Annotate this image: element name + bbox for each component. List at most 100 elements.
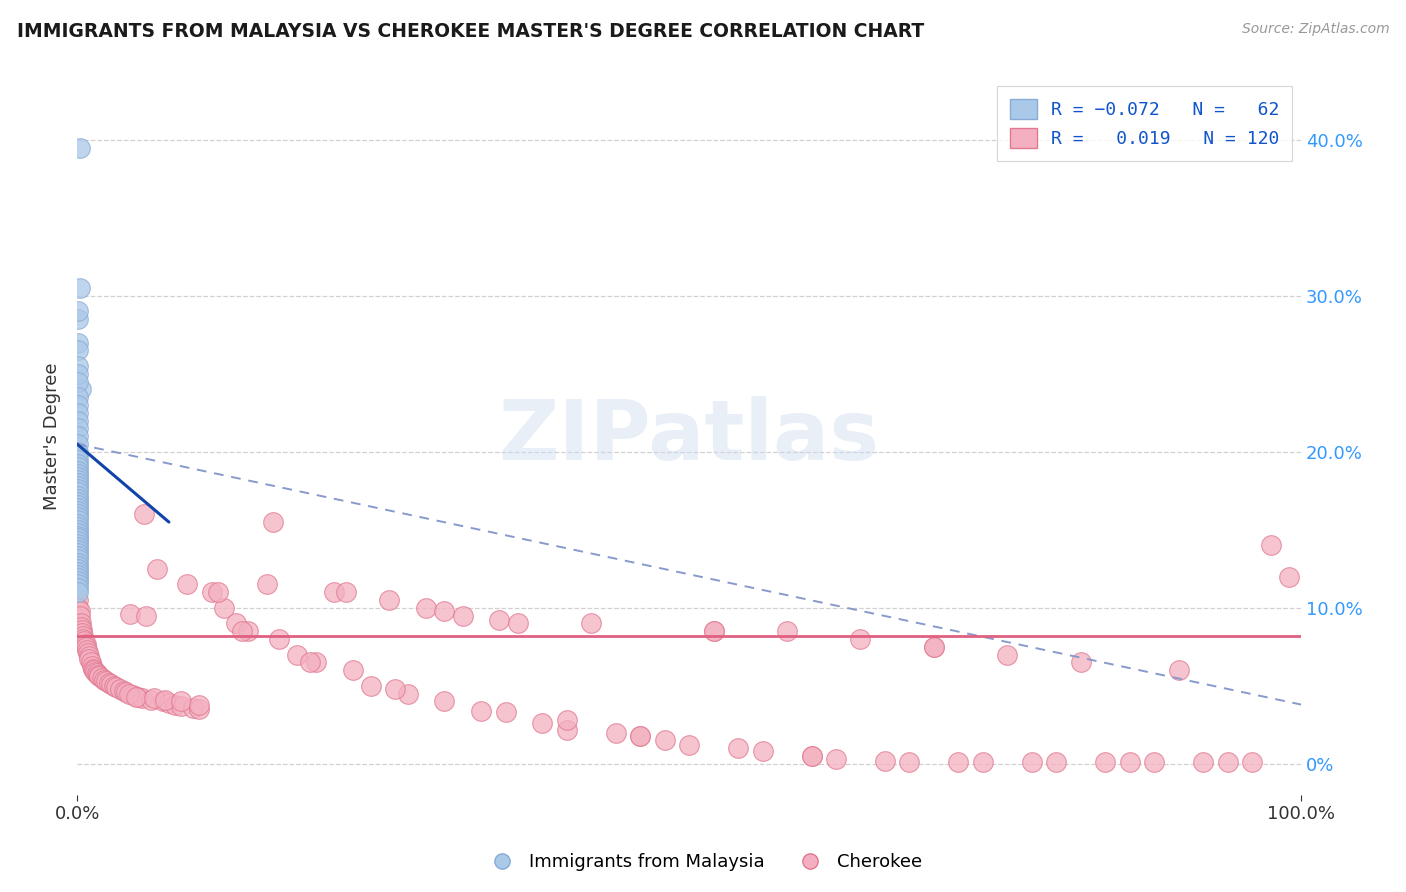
Point <box>67 489 90 503</box>
Point <box>170 699 193 714</box>
Point <box>67 562 90 576</box>
Point <box>654 733 676 747</box>
Point <box>103 679 125 693</box>
Point <box>67 390 90 404</box>
Point <box>67 495 90 509</box>
Point <box>849 632 872 646</box>
Point <box>67 398 90 412</box>
Point <box>93 673 115 687</box>
Point <box>67 523 90 537</box>
Point <box>80 658 103 673</box>
Point <box>323 585 346 599</box>
Point <box>69 383 91 397</box>
Point <box>262 515 284 529</box>
Point <box>67 533 90 548</box>
Point <box>76 643 98 657</box>
Point <box>67 593 90 607</box>
Point <box>69 604 91 618</box>
Point <box>67 343 90 358</box>
Point <box>1192 756 1215 770</box>
Point <box>1045 756 1067 770</box>
Point <box>77 646 100 660</box>
Point <box>776 624 799 639</box>
Point <box>112 683 135 698</box>
Point <box>751 744 773 758</box>
Point <box>67 491 90 506</box>
Point <box>433 694 456 708</box>
Point <box>335 585 357 599</box>
Point <box>67 526 90 541</box>
Point <box>83 663 105 677</box>
Point <box>67 304 90 318</box>
Point <box>922 640 945 654</box>
Point <box>69 141 91 155</box>
Point <box>96 674 118 689</box>
Point <box>67 531 90 545</box>
Point <box>69 608 91 623</box>
Point <box>163 698 186 712</box>
Point <box>995 648 1018 662</box>
Point <box>157 696 180 710</box>
Point <box>225 616 247 631</box>
Point <box>135 608 157 623</box>
Point <box>125 690 148 704</box>
Point <box>67 556 90 570</box>
Point <box>108 681 131 696</box>
Point <box>628 729 651 743</box>
Point <box>67 312 90 326</box>
Point <box>72 629 94 643</box>
Point <box>105 681 128 695</box>
Point <box>143 691 166 706</box>
Point <box>155 693 177 707</box>
Point <box>451 608 474 623</box>
Point <box>79 649 101 664</box>
Point <box>305 656 328 670</box>
Point <box>415 600 437 615</box>
Point <box>188 702 211 716</box>
Point <box>67 568 90 582</box>
Point <box>212 600 235 615</box>
Point <box>67 574 90 589</box>
Point <box>972 756 994 770</box>
Point <box>67 581 90 595</box>
Point <box>134 508 156 522</box>
Point <box>1167 663 1189 677</box>
Point <box>67 510 90 524</box>
Point <box>1216 756 1239 770</box>
Point <box>67 546 90 560</box>
Point <box>67 585 90 599</box>
Point <box>67 375 90 389</box>
Point <box>75 640 97 654</box>
Point <box>67 479 90 493</box>
Point <box>67 540 90 554</box>
Point <box>298 656 321 670</box>
Point <box>188 698 211 712</box>
Point <box>152 694 174 708</box>
Point <box>118 607 141 621</box>
Point <box>628 729 651 743</box>
Point <box>256 577 278 591</box>
Point <box>1070 656 1092 670</box>
Point <box>67 414 90 428</box>
Point <box>555 713 578 727</box>
Point <box>70 625 93 640</box>
Point <box>342 663 364 677</box>
Point <box>238 624 260 639</box>
Point <box>122 688 145 702</box>
Point <box>70 623 93 637</box>
Point <box>67 558 90 573</box>
Point <box>75 637 97 651</box>
Point <box>231 624 253 639</box>
Point <box>267 632 290 646</box>
Point <box>86 666 108 681</box>
Point <box>433 604 456 618</box>
Point <box>67 543 90 558</box>
Point <box>207 585 229 599</box>
Point <box>84 665 107 679</box>
Point <box>873 754 896 768</box>
Point <box>183 700 205 714</box>
Point <box>703 624 725 639</box>
Point <box>67 359 90 373</box>
Point <box>115 685 138 699</box>
Point <box>384 681 406 696</box>
